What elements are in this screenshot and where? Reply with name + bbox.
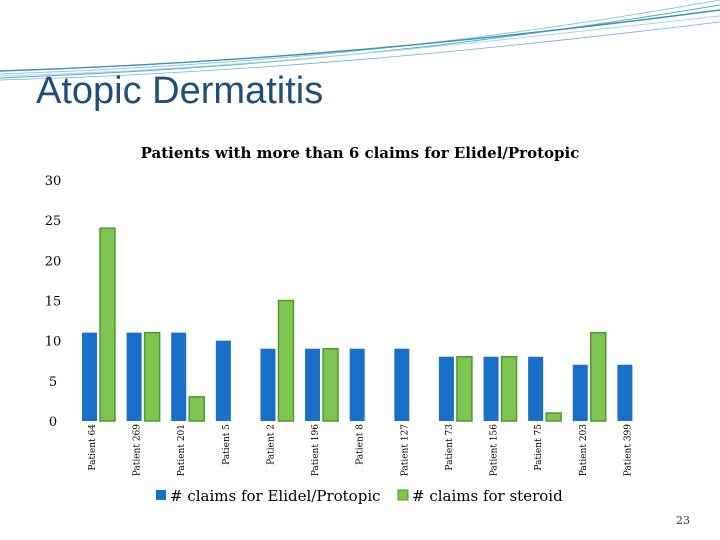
chart-title: Patients with more than 6 claims for Eli…	[141, 144, 580, 162]
x-tick-label: Patient 64	[88, 424, 98, 471]
y-tick-label: 20	[45, 254, 62, 269]
legend-swatch	[156, 490, 166, 500]
header-swoosh-line	[0, 21, 720, 81]
x-tick-label: Patient 8	[356, 424, 366, 465]
legend-label: # claims for steroid	[412, 487, 563, 505]
y-tick-label: 5	[49, 375, 57, 390]
x-tick-label: Patient 269	[133, 424, 143, 477]
bar-elidel	[617, 364, 633, 421]
x-tick-label: Patient 73	[445, 424, 455, 471]
bar-elidel	[305, 348, 321, 421]
y-axis: 0 5 10 15 20 25 30	[45, 174, 62, 430]
slide-title: Atopic Dermatitis	[36, 70, 324, 112]
bar-elidel	[572, 364, 588, 421]
bar-elidel	[349, 348, 365, 421]
header-swoosh-line	[0, 0, 720, 75]
bar-elidel	[260, 348, 276, 421]
bar-elidel	[483, 356, 499, 421]
y-tick-label: 0	[49, 415, 57, 430]
header-swoosh-line	[0, 15, 720, 77]
bar-steroid	[99, 227, 116, 422]
legend-label: # claims for Elidel/Protopic	[170, 487, 381, 505]
y-tick-label: 15	[45, 295, 62, 310]
bar-elidel	[215, 340, 231, 421]
x-tick-label: Patient 127	[400, 424, 410, 477]
y-tick-label: 30	[45, 174, 62, 189]
x-tick-label: Patient 196	[311, 424, 321, 477]
legend-item-elidel: # claims for Elidel/Protopic	[156, 487, 381, 505]
bar-elidel	[438, 356, 454, 421]
bar-elidel	[82, 332, 97, 421]
x-tick-label: Patient 201	[177, 424, 187, 476]
bar-elidel	[126, 332, 142, 421]
bar-steroid	[590, 331, 607, 422]
legend: # claims for Elidel/Protopic # claims for…	[156, 487, 563, 505]
legend-item-steroid: # claims for steroid	[397, 487, 563, 505]
bar-steroid	[277, 299, 295, 422]
x-tick-label: Patient 203	[579, 424, 589, 477]
page-number: 23	[676, 514, 690, 527]
y-tick-label: 25	[45, 214, 62, 229]
bar-steroid	[188, 396, 205, 422]
x-tick-label: Patient 2	[266, 424, 276, 465]
bar-steroid	[500, 355, 518, 422]
header-swoosh-line	[0, 9, 720, 72]
bar-elidel	[394, 348, 410, 421]
bar-steroid	[143, 331, 161, 422]
bars	[82, 227, 633, 422]
bar-steroid	[456, 355, 473, 422]
y-tick-label: 10	[45, 335, 62, 350]
x-tick-label: Patient 75	[534, 424, 544, 471]
legend-swatch	[397, 489, 409, 501]
x-axis: Patient 64 Patient 269 Patient 201 Patient …	[88, 424, 633, 477]
x-tick-label: Patient 399	[623, 424, 633, 477]
bar-elidel	[171, 332, 187, 421]
bar-steroid	[322, 347, 339, 422]
bar-steroid	[545, 412, 562, 422]
x-tick-label: Patient 156	[490, 424, 500, 477]
bar-elidel	[528, 356, 544, 421]
x-tick-label: Patient 5	[222, 424, 232, 465]
header-decoration	[0, 0, 720, 81]
